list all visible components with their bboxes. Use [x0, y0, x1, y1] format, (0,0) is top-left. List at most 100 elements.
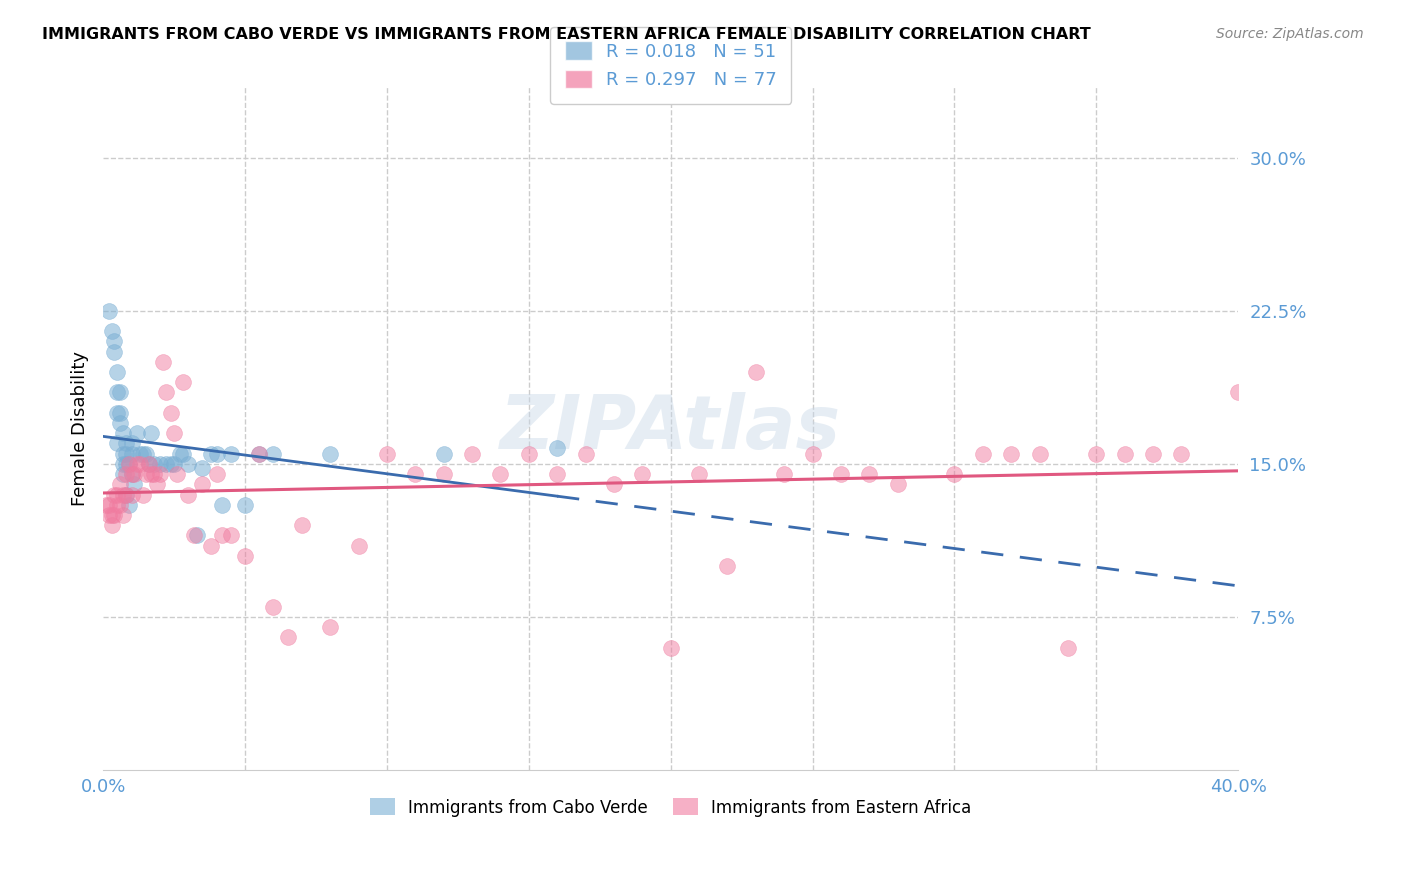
Point — [105, 487, 128, 501]
Point — [631, 467, 654, 481]
Point — [111, 487, 134, 501]
Point — [172, 376, 194, 390]
Point — [183, 528, 205, 542]
Point — [108, 406, 131, 420]
Point — [100, 324, 122, 338]
Point — [200, 539, 222, 553]
Point — [205, 467, 228, 481]
Point — [262, 447, 284, 461]
Point — [127, 457, 149, 471]
Point — [1028, 447, 1050, 461]
Point — [858, 467, 880, 481]
Point — [1057, 640, 1080, 655]
Point — [574, 447, 596, 461]
Point — [177, 457, 200, 471]
Point — [149, 457, 172, 471]
Point — [105, 498, 128, 512]
Point — [166, 467, 188, 481]
Point — [103, 344, 125, 359]
Point — [138, 457, 160, 471]
Point — [1000, 447, 1022, 461]
Point — [277, 631, 299, 645]
Point — [347, 539, 370, 553]
Point — [319, 447, 342, 461]
Point — [773, 467, 796, 481]
Point — [375, 447, 398, 461]
Point — [1085, 447, 1108, 461]
Point — [94, 498, 117, 512]
Point — [111, 467, 134, 481]
Point — [114, 487, 136, 501]
Point — [97, 498, 120, 512]
Point — [97, 508, 120, 522]
Point — [886, 477, 908, 491]
Point — [149, 467, 172, 481]
Point — [129, 457, 152, 471]
Point — [830, 467, 852, 481]
Text: Source: ZipAtlas.com: Source: ZipAtlas.com — [1216, 27, 1364, 41]
Point — [141, 426, 163, 441]
Point — [118, 457, 141, 471]
Point — [108, 477, 131, 491]
Point — [1142, 447, 1164, 461]
Point — [118, 457, 141, 471]
Point — [143, 457, 166, 471]
Point — [433, 467, 456, 481]
Point — [143, 467, 166, 481]
Point — [111, 447, 134, 461]
Point — [172, 447, 194, 461]
Y-axis label: Female Disability: Female Disability — [72, 351, 89, 506]
Point — [163, 457, 186, 471]
Point — [114, 436, 136, 450]
Point — [160, 457, 183, 471]
Point — [111, 457, 134, 471]
Point — [688, 467, 710, 481]
Point — [745, 365, 768, 379]
Point — [219, 528, 242, 542]
Point — [111, 508, 134, 522]
Point — [291, 518, 314, 533]
Point — [155, 457, 177, 471]
Point — [972, 447, 994, 461]
Point — [801, 447, 824, 461]
Point — [105, 365, 128, 379]
Point — [121, 467, 143, 481]
Point — [127, 426, 149, 441]
Point — [247, 447, 270, 461]
Point — [108, 416, 131, 430]
Point — [319, 620, 342, 634]
Point — [124, 477, 146, 491]
Point — [121, 436, 143, 450]
Point — [114, 467, 136, 481]
Point — [546, 441, 568, 455]
Point — [247, 447, 270, 461]
Point — [262, 599, 284, 614]
Point — [97, 303, 120, 318]
Point — [186, 528, 208, 542]
Point — [211, 528, 233, 542]
Point — [546, 467, 568, 481]
Point — [219, 447, 242, 461]
Point — [100, 508, 122, 522]
Text: IMMIGRANTS FROM CABO VERDE VS IMMIGRANTS FROM EASTERN AFRICA FEMALE DISABILITY C: IMMIGRANTS FROM CABO VERDE VS IMMIGRANTS… — [42, 27, 1091, 42]
Point — [659, 640, 682, 655]
Point — [105, 406, 128, 420]
Point — [132, 447, 155, 461]
Point — [103, 487, 125, 501]
Point — [114, 457, 136, 471]
Point — [108, 385, 131, 400]
Point — [146, 477, 169, 491]
Point — [103, 334, 125, 349]
Point — [517, 447, 540, 461]
Point — [103, 508, 125, 522]
Point — [138, 457, 160, 471]
Point — [177, 487, 200, 501]
Point — [108, 498, 131, 512]
Point — [1170, 447, 1192, 461]
Point — [233, 498, 256, 512]
Point — [155, 385, 177, 400]
Point — [716, 558, 738, 573]
Point — [191, 477, 214, 491]
Point — [205, 447, 228, 461]
Point — [404, 467, 426, 481]
